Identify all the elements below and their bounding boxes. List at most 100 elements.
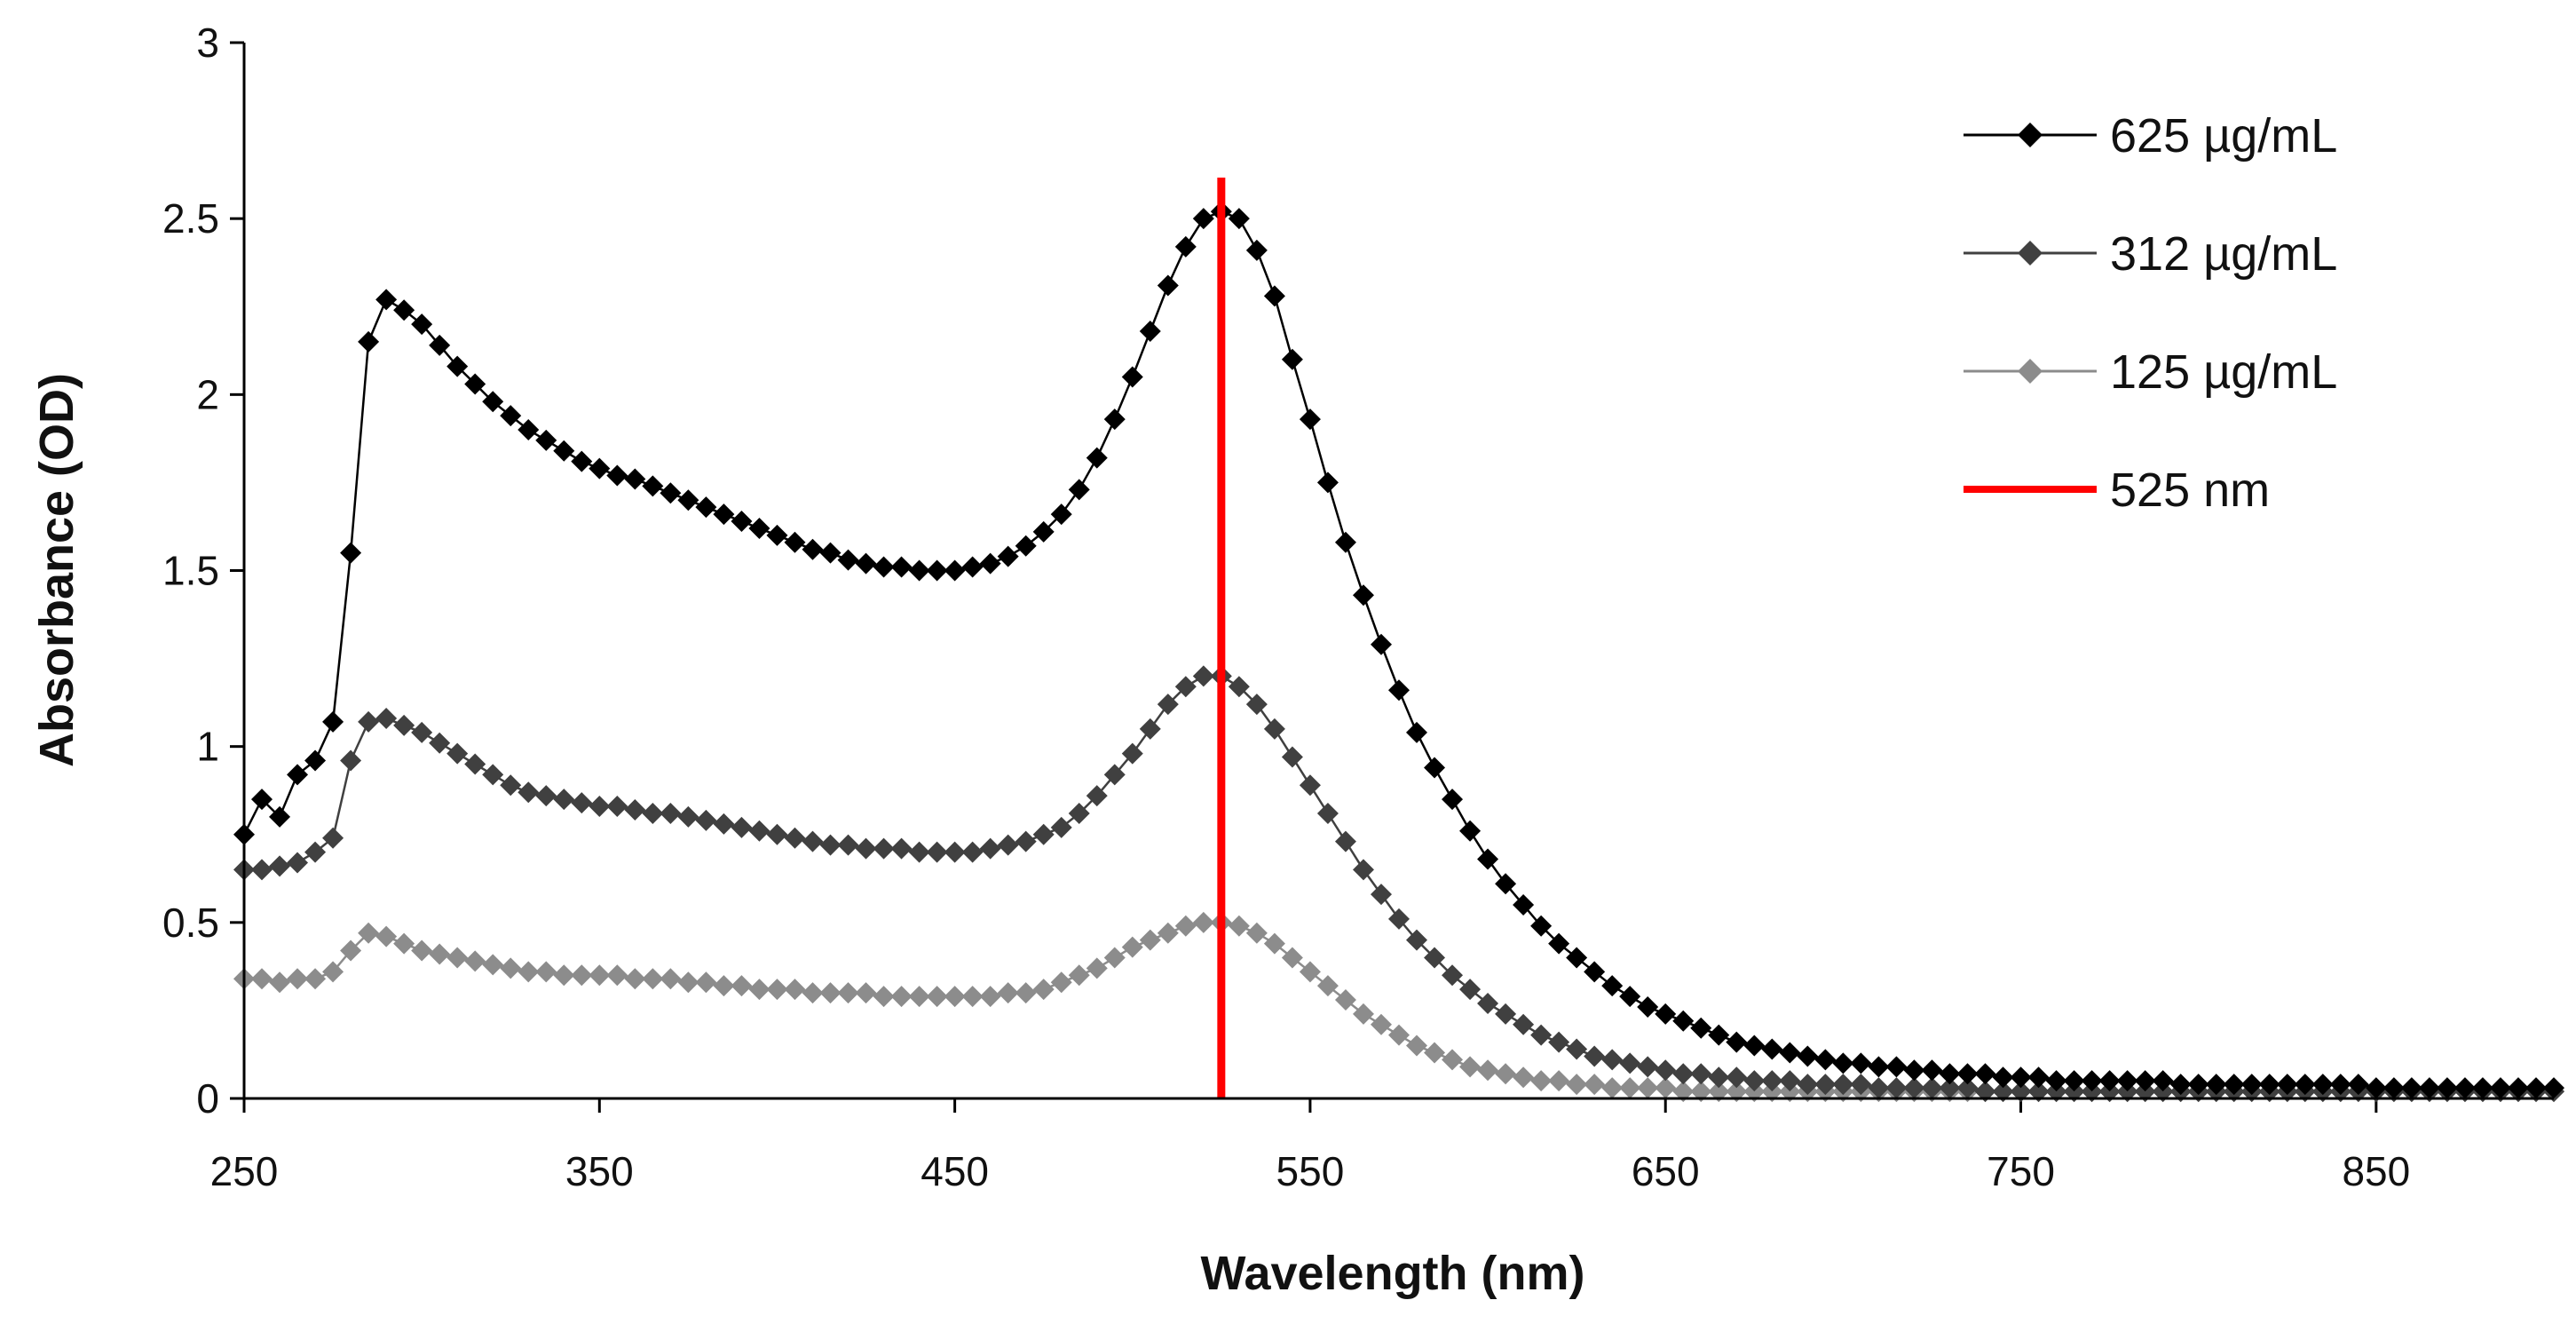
data-point	[890, 556, 913, 578]
data-point	[1192, 208, 1214, 230]
data-point	[2418, 1077, 2440, 1099]
data-point	[1566, 1074, 1588, 1096]
data-point	[713, 975, 735, 997]
data-point	[589, 457, 611, 480]
data-point	[979, 837, 1001, 860]
data-point	[1974, 1063, 1996, 1085]
data-point	[1103, 947, 1126, 969]
data-point	[535, 429, 557, 451]
data-point	[2205, 1074, 2227, 1096]
x-tick-label: 650	[1632, 1148, 1700, 1194]
data-point	[908, 559, 930, 582]
data-point	[251, 859, 273, 881]
data-point	[1637, 995, 1659, 1018]
data-point	[1974, 1081, 1996, 1103]
data-point	[2311, 1074, 2334, 1096]
data-point	[1850, 1052, 1872, 1074]
data-point	[1015, 535, 1037, 557]
y-tick-label: 0	[196, 1075, 219, 1122]
data-point	[1761, 1038, 1783, 1060]
data-point	[1352, 584, 1374, 607]
data-point	[1956, 1077, 1979, 1099]
data-point	[571, 792, 593, 814]
data-point	[1619, 1077, 1641, 1099]
data-point	[2116, 1070, 2138, 1092]
legend: 625 µg/mL 312 µg/mL 125 µg/mL 525 nm	[1964, 109, 2337, 517]
data-point	[1956, 1063, 1979, 1085]
data-point	[944, 841, 966, 863]
data-point	[784, 979, 806, 1001]
data-point	[2223, 1074, 2245, 1096]
data-point	[1637, 1077, 1659, 1099]
data-point	[1459, 1056, 1482, 1078]
data-point	[1388, 1024, 1410, 1046]
data-point	[1121, 742, 1143, 765]
data-point	[1690, 1081, 1712, 1103]
data-point	[518, 418, 540, 440]
data-point	[1032, 520, 1055, 543]
series-line	[244, 921, 2554, 1093]
data-point	[2471, 1077, 2493, 1099]
data-point	[2329, 1074, 2351, 1096]
data-point	[1548, 932, 1570, 955]
data-point	[944, 986, 966, 1008]
data-point	[997, 982, 1019, 1004]
data-point	[446, 355, 469, 377]
data-point	[1992, 1081, 2014, 1103]
data-point	[2400, 1077, 2422, 1099]
data-point	[624, 799, 646, 821]
data-point	[1139, 717, 1161, 740]
data-point	[446, 947, 469, 969]
y-axis-ticks: 0 0.5 1 1.5 2 2.5 3	[162, 20, 244, 1122]
data-point	[589, 796, 611, 818]
data-point	[926, 986, 948, 1008]
data-point	[1299, 774, 1321, 797]
data-point	[482, 954, 504, 976]
data-point	[1513, 1066, 1535, 1089]
data-point	[1068, 802, 1090, 824]
y-tick-label: 2.5	[162, 195, 219, 242]
data-point	[1015, 830, 1037, 852]
data-point	[1316, 802, 1339, 824]
data-point	[375, 289, 398, 311]
data-point	[1442, 1049, 1464, 1071]
data-point	[1779, 1070, 1801, 1092]
data-point	[695, 496, 717, 519]
data-point	[1032, 979, 1055, 1001]
data-point	[322, 961, 344, 983]
data-point	[1139, 320, 1161, 342]
data-point	[340, 542, 362, 564]
data-point	[908, 986, 930, 1008]
data-point	[642, 968, 664, 990]
data-point	[642, 475, 664, 497]
data-point	[1601, 1049, 1624, 1071]
y-axis-title: Absorbance (OD)	[30, 373, 83, 767]
x-tick-label: 350	[565, 1148, 634, 1194]
data-point	[784, 827, 806, 849]
data-point	[926, 841, 948, 863]
legend-item: 125 µg/mL	[1964, 345, 2337, 399]
data-point	[606, 964, 628, 987]
data-point	[1281, 947, 1303, 969]
data-point	[269, 855, 291, 877]
data-point	[606, 796, 628, 818]
data-point	[1743, 1070, 1766, 1092]
data-point	[890, 986, 913, 1008]
data-point	[660, 802, 682, 824]
data-point	[375, 925, 398, 947]
data-point	[1050, 503, 1072, 526]
data-point	[1655, 1077, 1677, 1099]
data-point	[1726, 1031, 1748, 1053]
x-tick-label: 850	[2342, 1148, 2410, 1194]
y-tick-label: 0.5	[162, 900, 219, 946]
data-point	[358, 922, 380, 944]
data-point	[1245, 694, 1268, 716]
data-point	[731, 511, 753, 533]
data-point	[1103, 764, 1126, 786]
data-point	[1334, 989, 1356, 1011]
legend-label: 125 µg/mL	[2110, 345, 2337, 399]
data-point	[624, 468, 646, 490]
data-point	[446, 742, 469, 765]
data-point	[961, 986, 984, 1008]
